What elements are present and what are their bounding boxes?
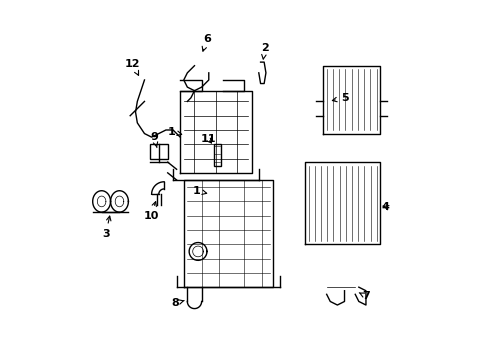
Text: 11: 11	[200, 134, 215, 144]
Text: 8: 8	[171, 298, 184, 308]
Text: 7: 7	[359, 291, 369, 301]
Bar	[149, 144, 167, 158]
Text: 12: 12	[124, 59, 140, 75]
Text: 1: 1	[192, 186, 206, 196]
Text: 6: 6	[202, 34, 210, 51]
Text: 2: 2	[261, 43, 268, 59]
Text: 10: 10	[143, 202, 158, 221]
Text: 3: 3	[102, 216, 111, 239]
Text: 4: 4	[381, 202, 389, 212]
Text: 1: 1	[167, 127, 181, 137]
Text: 5: 5	[332, 93, 347, 103]
Text: 9: 9	[150, 132, 158, 148]
Bar	[214, 144, 220, 166]
